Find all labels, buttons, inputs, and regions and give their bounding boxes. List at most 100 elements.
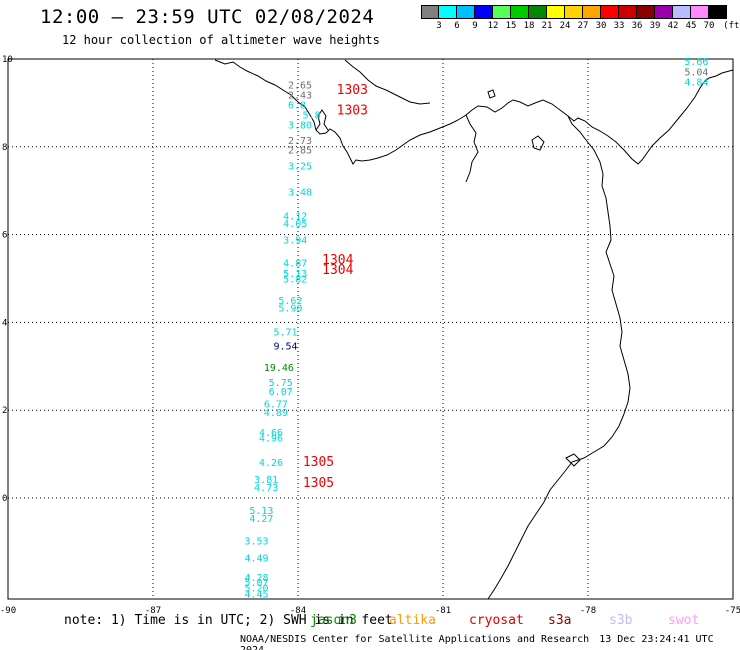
coastline-azuero-bay xyxy=(315,109,329,131)
coastline-island-small-a xyxy=(531,135,545,151)
map-grid: -90 -87 -84 -81 -78 -75 0 2 4 6 8 10 xyxy=(0,55,740,616)
satellite-label-cryosat: cryosat xyxy=(469,613,524,628)
wave-height-label: 6.77 xyxy=(264,400,288,411)
footnote: note: 1) Time is in UTC; 2) SWH is in fe… xyxy=(64,613,393,628)
x-tick-label: -90 xyxy=(0,606,16,616)
legend-value-label: 36 xyxy=(631,21,643,31)
pass-time-label: 1305 xyxy=(303,476,334,491)
y-tick-label: 6 xyxy=(2,231,7,241)
legend-value-label: 6 xyxy=(454,21,460,31)
wave-height-label: 2.43 xyxy=(288,91,312,102)
y-tick-label: 10 xyxy=(2,55,13,65)
legend-swatch xyxy=(439,5,457,19)
legend-unit: (ft) xyxy=(723,21,740,31)
y-tick-label: 4 xyxy=(2,318,7,328)
wave-height-label: 6.07 xyxy=(269,387,293,398)
legend-value-label: 70 xyxy=(703,21,715,31)
wave-height-label: 5.62 xyxy=(278,296,302,307)
legend-swatch xyxy=(511,5,529,19)
wave-height-label: 3.94 xyxy=(283,235,307,246)
wave-height-label: 4.89 xyxy=(264,408,288,419)
coastline xyxy=(214,59,734,600)
wave-height-label: 5.13 xyxy=(249,506,273,517)
wave-height-label: 4.12 xyxy=(283,211,307,222)
coastline-island-small-b xyxy=(487,89,496,99)
wave-height-label: 4.45 xyxy=(245,589,269,600)
color-legend xyxy=(421,5,727,19)
wave-height-label: 5.04 xyxy=(684,67,708,78)
legend-value-label: 30 xyxy=(595,21,607,31)
wave-height-label: 2.85 xyxy=(288,145,312,156)
legend-value-label: 21 xyxy=(541,21,553,31)
legend-swatch xyxy=(673,5,691,19)
wave-height-label: 3.48 xyxy=(288,188,312,199)
legend-value-label: 27 xyxy=(577,21,589,31)
wave-height-label: 5.8 xyxy=(303,110,321,121)
legend-value-label: 18 xyxy=(523,21,535,31)
legend-value-label: 3 xyxy=(436,21,442,31)
wave-height-label: 4.49 xyxy=(245,553,269,564)
wave-height-label: 5.71 xyxy=(274,328,298,339)
wave-height-label: 4.26 xyxy=(259,458,283,469)
wave-height-label: 4.84 xyxy=(684,77,708,88)
y-tick-label: 2 xyxy=(2,406,7,416)
coastline-gulf-of-panama xyxy=(465,114,479,183)
legend-swatch xyxy=(655,5,673,19)
wave-height-label: 5.07 xyxy=(245,578,269,589)
wave-height-label: 3.53 xyxy=(245,537,269,548)
legend-swatch xyxy=(493,5,511,19)
page-subtitle: 12 hour collection of altimeter wave hei… xyxy=(62,33,380,47)
legend-swatch xyxy=(691,5,709,19)
legend-value-label: 15 xyxy=(505,21,517,31)
legend-swatch xyxy=(709,5,727,19)
x-tick-label: -81 xyxy=(435,606,451,616)
x-tick-label: -78 xyxy=(580,606,596,616)
wave-height-label: 3.80 xyxy=(288,120,312,131)
legend-swatch xyxy=(529,5,547,19)
legend-swatch xyxy=(547,5,565,19)
legend-value-label: 42 xyxy=(667,21,679,31)
wave-height-label: 5.66 xyxy=(684,57,708,68)
satellite-label-swot: swot xyxy=(668,613,700,628)
legend-value-label: 33 xyxy=(613,21,625,31)
pass-time-label: 1303 xyxy=(337,103,368,118)
wave-height-label: 6.8 xyxy=(288,101,306,112)
legend-swatch xyxy=(619,5,637,19)
legend-swatch xyxy=(457,5,475,19)
wave-height-label: 4.05 xyxy=(283,219,307,230)
x-tick-label: -87 xyxy=(145,606,161,616)
wave-height-label: 4.87 xyxy=(283,259,307,270)
footer: NOAA/NESDIS Center for Satellite Applica… xyxy=(240,634,740,650)
x-tick-label: -75 xyxy=(725,606,740,616)
y-tick-label: 8 xyxy=(2,143,7,153)
wave-height-label: 4.66 xyxy=(259,428,283,439)
wave-height-label: 19.46 xyxy=(264,363,294,374)
map-frame xyxy=(7,58,734,600)
y-tick-label: 0 xyxy=(2,494,7,504)
wave-height-label: 3.25 xyxy=(288,162,312,173)
satellite-label-jason3: jason3 xyxy=(310,613,357,628)
wave-height-label: 4.28 xyxy=(245,573,269,584)
legend-swatch xyxy=(583,5,601,19)
wave-height-label: 3.81 xyxy=(254,475,278,486)
coastline-island-small-c xyxy=(565,453,581,467)
legend-swatch xyxy=(601,5,619,19)
legend-swatch xyxy=(637,5,655,19)
wave-height-label: 9.54 xyxy=(274,342,298,353)
wave-height-label: 5.13 xyxy=(283,269,307,280)
legend-swatch xyxy=(565,5,583,19)
legend-value-label: 12 xyxy=(487,21,499,31)
legend-value-label: 9 xyxy=(472,21,478,31)
wave-height-label: 5.75 xyxy=(269,378,293,389)
footer-org: NOAA/NESDIS Center for Satellite Applica… xyxy=(240,634,590,645)
legend-swatch xyxy=(475,5,493,19)
x-tick-label: -84 xyxy=(290,606,306,616)
wave-height-label: 2.65 xyxy=(288,80,312,91)
wave-height-label: 4.96 xyxy=(259,433,283,444)
satellite-label-altika: altika xyxy=(389,613,436,628)
legend-swatch xyxy=(421,5,439,19)
pass-time-label: 1303 xyxy=(337,83,368,98)
wave-height-label: 2.73 xyxy=(288,136,312,147)
